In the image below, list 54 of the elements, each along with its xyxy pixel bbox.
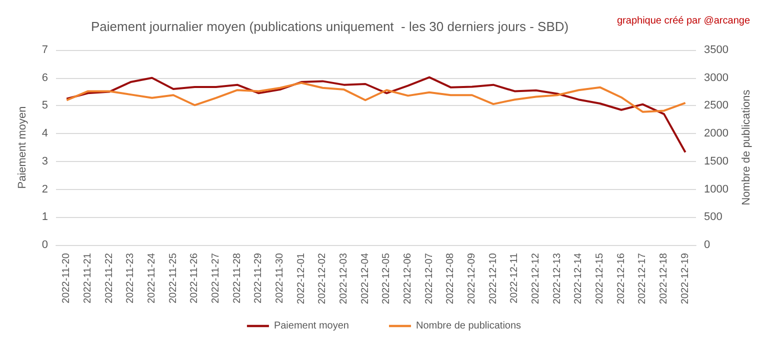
x-tick-label: 2022-11-26	[189, 252, 200, 304]
x-tick-label: 2022-12-03	[338, 252, 350, 304]
y-axis-title: Paiement moyen	[16, 106, 28, 189]
y-tick-label: 1	[42, 211, 48, 224]
y2-axis-title: Nombre de publications	[740, 89, 752, 206]
x-tick-label: 2022-12-08	[445, 252, 456, 304]
y-tick-label: 0	[42, 239, 48, 251]
y-tick-label: 5	[42, 100, 48, 112]
y2-tick-label: 0	[704, 239, 710, 251]
chart-title: Paiement journalier moyen (publications uniquement - les 30 derniers jours - SBD)	[91, 19, 569, 34]
y-tick-label: 3	[42, 155, 48, 168]
x-tick-label: 2022-12-09	[466, 252, 478, 304]
x-tick-label: 2022-12-19	[680, 252, 691, 304]
y2-tick-label: 2000	[704, 128, 728, 140]
y2-tick-label: 2500	[704, 100, 728, 112]
y2-tick-label: 500	[704, 211, 722, 224]
x-tick-label: 2022-11-30	[274, 252, 286, 304]
x-tick-label: 2022-12-15	[594, 252, 606, 304]
x-tick-label: 2022-12-04	[360, 252, 371, 304]
x-tick-label: 2022-12-13	[552, 252, 563, 304]
x-tick-label: 2022-12-16	[616, 252, 627, 304]
y-tick-label: 6	[42, 72, 48, 84]
y2-tick-label: 3500	[704, 44, 728, 56]
x-tick-label: 2022-12-11	[509, 252, 520, 304]
x-tick-label: 2022-12-14	[573, 252, 584, 304]
line-series	[66, 76, 686, 154]
x-tick-label: 2022-11-25	[168, 252, 179, 304]
x-tick-label: 2022-12-01	[296, 252, 307, 304]
text: graphique créé par @arcange	[616, 16, 750, 26]
legend-label: Paiement moyen	[274, 320, 349, 332]
x-tick-label: 2022-11-29	[253, 252, 264, 304]
x-tick-label: 2022-11-21	[82, 252, 94, 304]
x-tick-label: 2022-12-17	[637, 252, 648, 304]
x-tick-label: 2022-12-05	[381, 252, 392, 304]
x-tick-label: 2022-11-27	[210, 252, 222, 304]
x-tick-label: 2022-11-23	[125, 252, 136, 304]
x-tick-label: 2022-12-02	[317, 252, 328, 304]
legend-label: Nombre de publications	[416, 320, 522, 332]
x-tick-label: 2022-11-24	[146, 252, 158, 304]
x-tick-label: 2022-12-12	[530, 252, 542, 304]
x-tick-label: 2022-12-10	[488, 252, 499, 304]
x-tick-label: 2022-12-06	[402, 252, 414, 304]
y2-tick-label: 1500	[704, 155, 728, 168]
y-tick-label: 4	[42, 128, 48, 140]
y-tick-label: 7	[42, 44, 48, 56]
x-tick-label: 2022-11-22	[104, 252, 115, 304]
y2-tick-label: 3000	[704, 72, 728, 84]
x-tick-label: 2022-11-28	[232, 252, 243, 304]
y-tick-label: 2	[42, 183, 48, 196]
x-tick-label: 2022-12-07	[424, 252, 435, 304]
x-tick-label: 2022-11-20	[61, 252, 72, 304]
y2-tick-label: 1000	[704, 183, 728, 196]
x-tick-label: 2022-12-18	[658, 252, 670, 304]
line-series	[66, 82, 686, 113]
